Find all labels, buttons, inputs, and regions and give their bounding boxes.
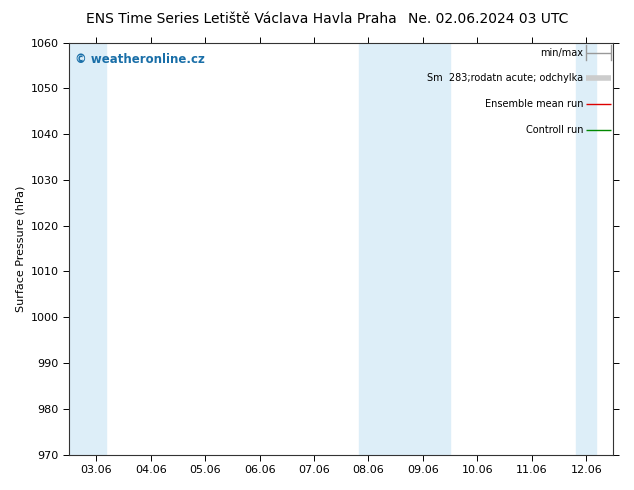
Text: Ensemble mean run: Ensemble mean run: [485, 99, 583, 109]
Bar: [631, 43, 634, 455]
Bar: [576, 43, 596, 455]
Text: Ne. 02.06.2024 03 UTC: Ne. 02.06.2024 03 UTC: [408, 12, 568, 26]
Text: min/max: min/max: [541, 48, 583, 58]
Text: Sm  283;rodatn acute; odchylka: Sm 283;rodatn acute; odchylka: [427, 74, 583, 83]
Text: Controll run: Controll run: [526, 124, 583, 135]
Text: © weatheronline.cz: © weatheronline.cz: [75, 53, 204, 66]
Bar: [69, 43, 106, 455]
Bar: [359, 43, 450, 455]
Text: ENS Time Series Letiště Václava Havla Praha: ENS Time Series Letiště Václava Havla Pr…: [86, 12, 396, 26]
Y-axis label: Surface Pressure (hPa): Surface Pressure (hPa): [15, 185, 25, 312]
